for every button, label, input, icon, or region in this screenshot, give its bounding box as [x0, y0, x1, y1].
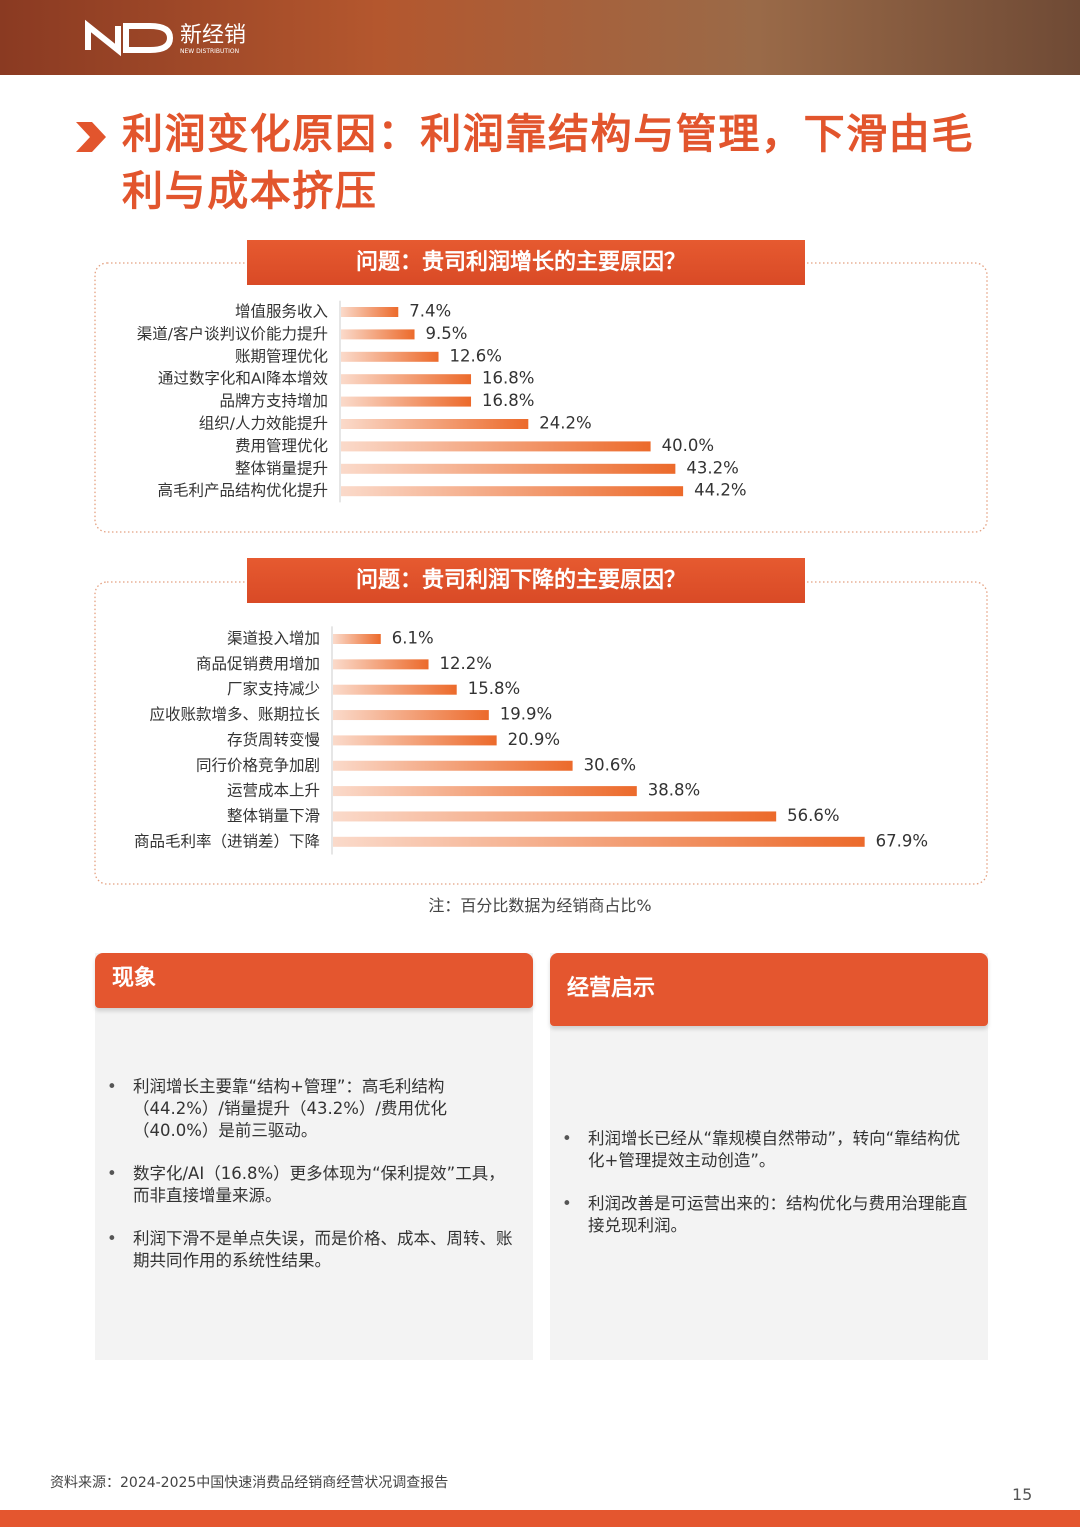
category-label: 整体销量下滑: [227, 807, 320, 825]
bar: [341, 307, 399, 317]
bullet: 利润改善是可运营出来的：结构优化与费用治理能直接兑现利润。: [562, 1193, 976, 1237]
chart-title: 问题：贵司利润下降的主要原因？: [356, 567, 686, 593]
chart-banner: [247, 240, 805, 285]
panel-title: 现象: [95, 953, 533, 1008]
bar: [333, 836, 865, 847]
value-label: 24.2%: [539, 414, 591, 433]
chart-title: 问题：贵司利润增长的主要原因？: [356, 249, 686, 275]
value-label: 16.8%: [482, 391, 534, 410]
bar: [341, 441, 651, 452]
bar: [333, 735, 497, 746]
header-band: [0, 0, 1080, 75]
bar: [341, 351, 439, 362]
panel: 现象 利润增长主要靠“结构+管理”：高毛利结构（44.2%）/销量提升（43.2…: [95, 953, 533, 1360]
footer-band: [0, 1510, 1080, 1527]
panel-body: 利润增长已经从“靠规模自然带动”，转向“靠结构优化+管理提效主动创造”。利润改善…: [550, 1026, 988, 1360]
bar: [333, 684, 457, 695]
value-label: 43.2%: [686, 458, 738, 477]
value-label: 30.6%: [584, 755, 636, 774]
bullet: 利润增长已经从“靠规模自然带动”，转向“靠结构优化+管理提效主动创造”。: [562, 1128, 976, 1172]
value-label: 38.8%: [648, 781, 700, 800]
source: 资料来源：2024-2025中国快速消费品经销商经营状况调查报告: [50, 1475, 449, 1491]
category-label: 费用管理优化: [235, 437, 328, 455]
category-label: 增值服务收入: [235, 303, 328, 321]
value-label: 6.1%: [392, 629, 434, 648]
value-label: 15.8%: [468, 679, 520, 698]
panel-body: 利润增长主要靠“结构+管理”：高毛利结构（44.2%）/销量提升（43.2%）/…: [95, 1008, 533, 1360]
bullet-list: 利润增长主要靠“结构+管理”：高毛利结构（44.2%）/销量提升（43.2%）/…: [95, 1076, 533, 1293]
category-label: 账期管理优化: [235, 347, 328, 365]
category-label: 渠道/客户谈判议价能力提升: [137, 325, 328, 343]
category-label: 运营成本上升: [227, 782, 320, 800]
category-label: 品牌方支持增加: [219, 392, 328, 410]
bar: [341, 396, 472, 407]
page-number: 15: [1012, 1485, 1033, 1504]
value-label: 19.9%: [500, 705, 552, 724]
category-label: 厂家支持减少: [227, 680, 320, 698]
category-label: 应收账款增多、账期拉长: [149, 705, 320, 724]
value-label: 12.2%: [440, 654, 492, 673]
panel-title: 经营启示: [550, 953, 988, 1026]
chart-frame: [94, 581, 988, 885]
bar: [341, 419, 529, 429]
bar: [341, 463, 676, 474]
bar: [333, 634, 381, 644]
chart-note: 注：百分比数据为经销商占比%: [428, 896, 652, 915]
category-label: 渠道投入增加: [227, 630, 320, 648]
category-label: 同行价格竞争加剧: [196, 756, 320, 774]
panel: 经营启示 利润增长已经从“靠规模自然带动”，转向“靠结构优化+管理提效主动创造”…: [550, 953, 988, 1360]
category-label: 通过数字化和AI降本增效: [158, 370, 328, 388]
bar: [341, 374, 472, 385]
value-label: 7.4%: [409, 302, 451, 321]
value-label: 40.0%: [662, 436, 714, 455]
title-chevron: [76, 122, 106, 152]
bar: [341, 486, 684, 497]
chart-banner: [247, 558, 805, 603]
page-title: 利润变化原因：利润靠结构与管理，下滑由毛利与成本挤压: [122, 110, 974, 215]
bar: [333, 659, 429, 670]
value-label: 12.6%: [450, 346, 502, 365]
bar: [333, 786, 637, 797]
category-label: 存货周转变慢: [227, 731, 320, 749]
value-label: 16.8%: [482, 369, 534, 388]
value-label: 20.9%: [508, 730, 560, 749]
value-label: 44.2%: [694, 481, 746, 500]
bar: [341, 329, 415, 340]
category-label: 整体销量提升: [235, 459, 328, 477]
bullet: 利润下滑不是单点失误，而是价格、成本、周转、账期共同作用的系统性结果。: [107, 1228, 521, 1272]
bar: [333, 760, 573, 771]
value-label: 56.6%: [787, 806, 839, 825]
bullet: 数字化/AI（16.8%）更多体现为“保利提效”工具，而非直接增量来源。: [107, 1163, 521, 1207]
bullet-list: 利润增长已经从“靠规模自然带动”，转向“靠结构优化+管理提效主动创造”。利润改善…: [550, 1128, 988, 1258]
category-label: 商品毛利率（进销差）下降: [134, 832, 320, 850]
brand-en: NEW DISTRIBUTION: [180, 48, 239, 55]
brand: 新经销: [180, 23, 246, 48]
bullet: 利润增长主要靠“结构+管理”：高毛利结构（44.2%）/销量提升（43.2%）/…: [107, 1076, 521, 1142]
category-label: 组织/人力效能提升: [199, 415, 328, 433]
value-label: 67.9%: [876, 831, 928, 850]
chart-frame: [94, 262, 988, 533]
category-label: 高毛利产品结构优化提升: [157, 482, 328, 500]
bar: [333, 710, 489, 721]
logo: [85, 19, 174, 57]
bar: [333, 811, 777, 822]
category-label: 商品促销费用增加: [196, 655, 320, 673]
value-label: 9.5%: [426, 324, 468, 343]
